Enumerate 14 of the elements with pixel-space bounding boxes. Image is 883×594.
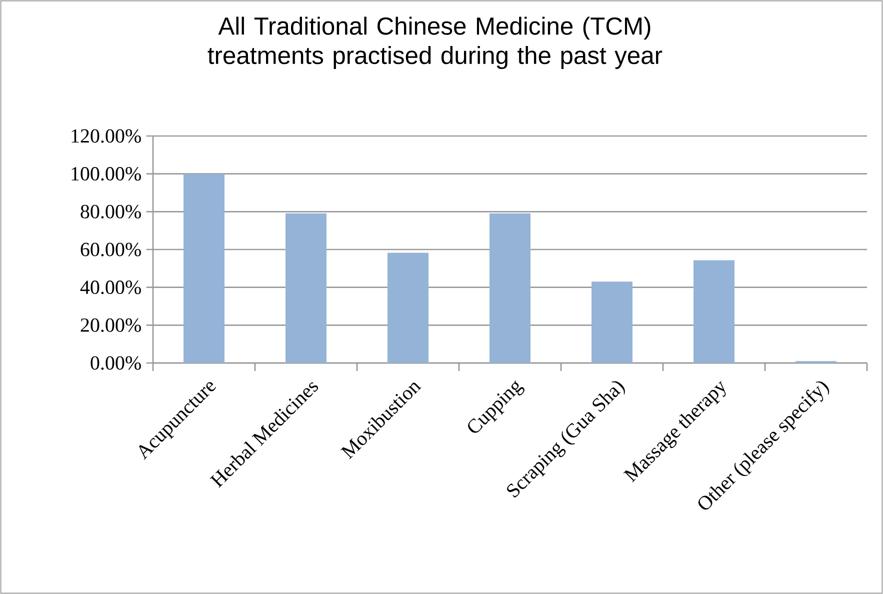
y-tick-label: 120.00% <box>72 129 141 143</box>
y-tick-label: 100.00% <box>72 167 141 181</box>
chart-title: All Traditional Chinese Medicine (TCM) treatments practised during the past year <box>208 16 662 70</box>
y-tick-label: 80.00% <box>80 204 141 218</box>
bar <box>694 260 735 363</box>
y-tick-label: 20.00% <box>80 318 141 332</box>
y-tick-label: 40.00% <box>80 280 141 294</box>
y-tick-label: 0.00% <box>90 356 141 370</box>
bar <box>388 252 428 363</box>
bar <box>592 282 633 363</box>
bar <box>490 213 531 363</box>
bar <box>184 174 224 363</box>
y-tick-label: 60.00% <box>80 242 141 256</box>
bar <box>286 213 326 363</box>
